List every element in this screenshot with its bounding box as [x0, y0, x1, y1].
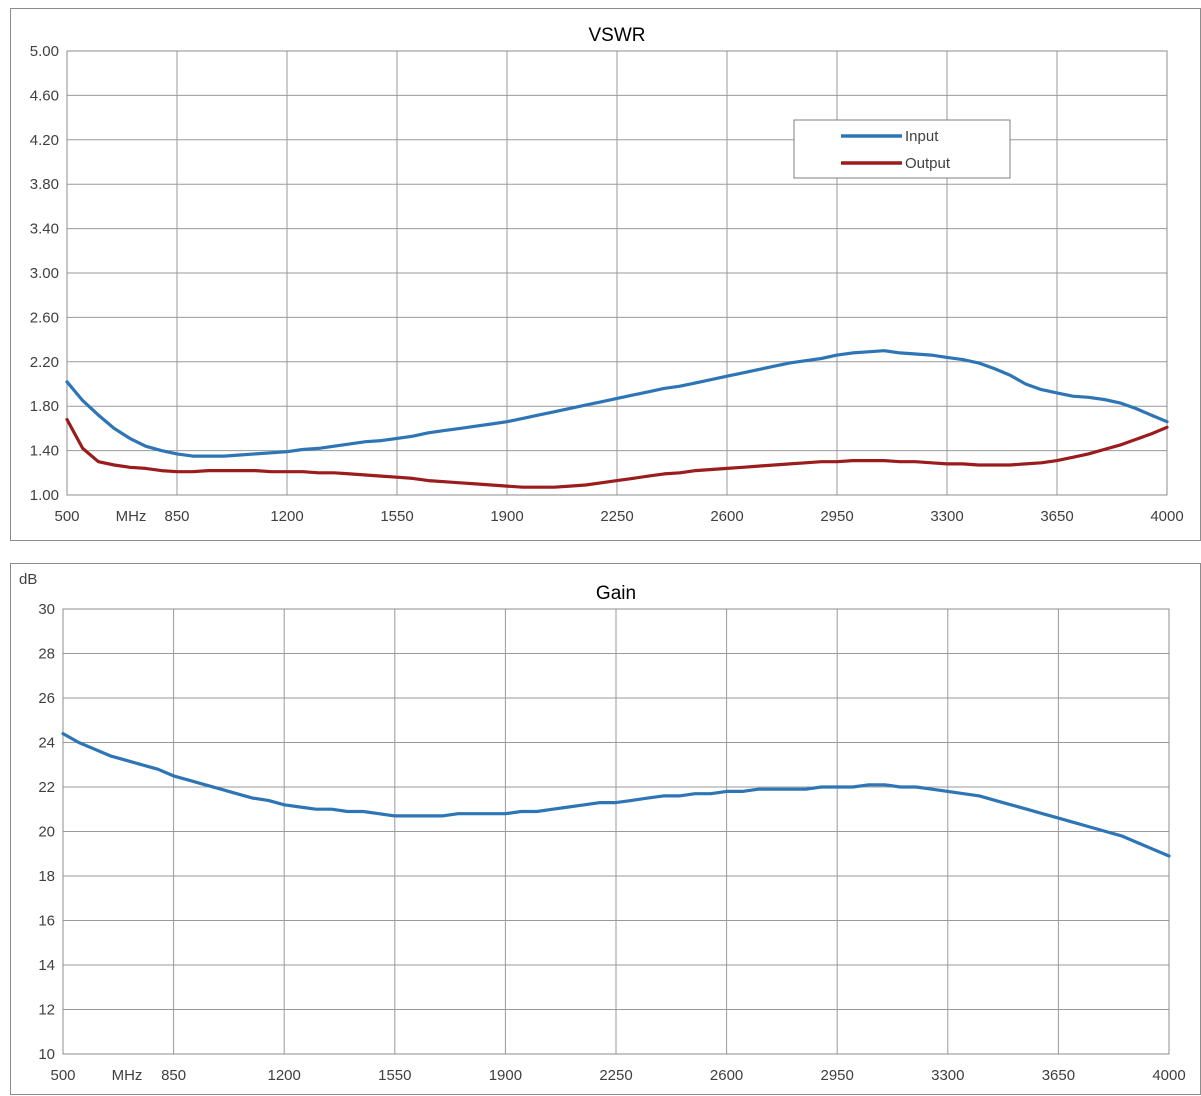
x-tick-label: 4000	[1152, 1067, 1185, 1084]
series-line-output	[65, 417, 1169, 489]
series-line-input	[65, 349, 1169, 458]
vswr-chart-panel: VSWR 500 850 1200 1550 1900 2250 2600 2950 3300 3…	[10, 8, 1201, 541]
y-tick-label: 12	[38, 1002, 55, 1019]
x-tick-label: 1200	[270, 508, 303, 525]
y-tick-label: 28	[38, 646, 55, 663]
y-tick-label: 1.00	[30, 487, 59, 504]
y-tick-label: 2.60	[30, 309, 59, 326]
x-tick-label: 2250	[600, 508, 633, 525]
grid	[67, 51, 1167, 495]
y-tick-label: 30	[38, 601, 55, 618]
chart-title: VSWR	[589, 25, 646, 46]
y-tick-label: 10	[38, 1046, 55, 1063]
x-axis-unit-label: MHz	[112, 1067, 143, 1084]
x-tick-label: 850	[161, 1067, 186, 1084]
y-tick-label: 18	[38, 868, 55, 885]
y-tick-label: 2.20	[30, 354, 59, 371]
y-tick-label: 16	[38, 913, 55, 930]
x-tick-label: 1550	[378, 1067, 411, 1084]
x-tick-label: 4000	[1150, 508, 1183, 525]
y-tick-label: 4.20	[30, 132, 59, 149]
y-axis-unit-label: dB	[19, 571, 37, 588]
y-tick-label: 3.00	[30, 265, 59, 282]
x-tick-label: 2600	[710, 508, 743, 525]
x-tick-label: 3650	[1040, 508, 1073, 525]
x-tick-label: 3300	[930, 508, 963, 525]
x-tick-label: 1550	[380, 508, 413, 525]
y-tick-label: 5.00	[30, 43, 59, 60]
y-tick-label: 14	[38, 957, 55, 974]
x-tick-label: 1200	[268, 1067, 301, 1084]
y-tick-label: 3.80	[30, 176, 59, 193]
x-tick-label: 2600	[710, 1067, 743, 1084]
x-tick-label: 2950	[820, 508, 853, 525]
x-tick-label: 1900	[490, 508, 523, 525]
legend: Input Output	[793, 119, 1011, 179]
x-axis-unit-label: MHz	[116, 508, 147, 525]
series-line-gain	[61, 732, 1171, 858]
x-tick-label: 850	[164, 508, 189, 525]
y-tick-label: 3.40	[30, 221, 59, 238]
vswr-chart: VSWR 500 850 1200 1550 1900 2250 2600 2950 3300 3…	[30, 25, 1184, 525]
legend-label: Input	[905, 128, 939, 145]
x-tick-label: 3300	[931, 1067, 964, 1084]
plot-area	[66, 50, 1168, 496]
x-tick-label: 1900	[489, 1067, 522, 1084]
gain-chart: Gain 500 850 1200 1550 1900 2250 2600 2950 3300 3…	[19, 571, 1186, 1084]
x-tick-label: 2950	[821, 1067, 854, 1084]
y-tick-label: 20	[38, 824, 55, 841]
legend-label: Output	[905, 155, 951, 172]
gain-chart-panel: Gain 500 850 1200 1550 1900 2250 2600 2950 3300 3…	[10, 563, 1201, 1095]
y-tick-label: 1.40	[30, 443, 59, 460]
chart-title: Gain	[596, 583, 636, 604]
y-tick-label: 24	[38, 735, 55, 752]
y-tick-label: 1.80	[30, 398, 59, 415]
legend-box	[793, 119, 1011, 179]
x-tick-label: 500	[50, 1067, 75, 1084]
plot-area	[62, 608, 1170, 1055]
x-tick-label: 500	[54, 508, 79, 525]
grid	[63, 609, 1169, 1054]
x-tick-label: 3650	[1042, 1067, 1075, 1084]
y-tick-label: 4.60	[30, 87, 59, 104]
y-tick-label: 26	[38, 690, 55, 707]
y-tick-label: 22	[38, 779, 55, 796]
x-tick-label: 2250	[599, 1067, 632, 1084]
